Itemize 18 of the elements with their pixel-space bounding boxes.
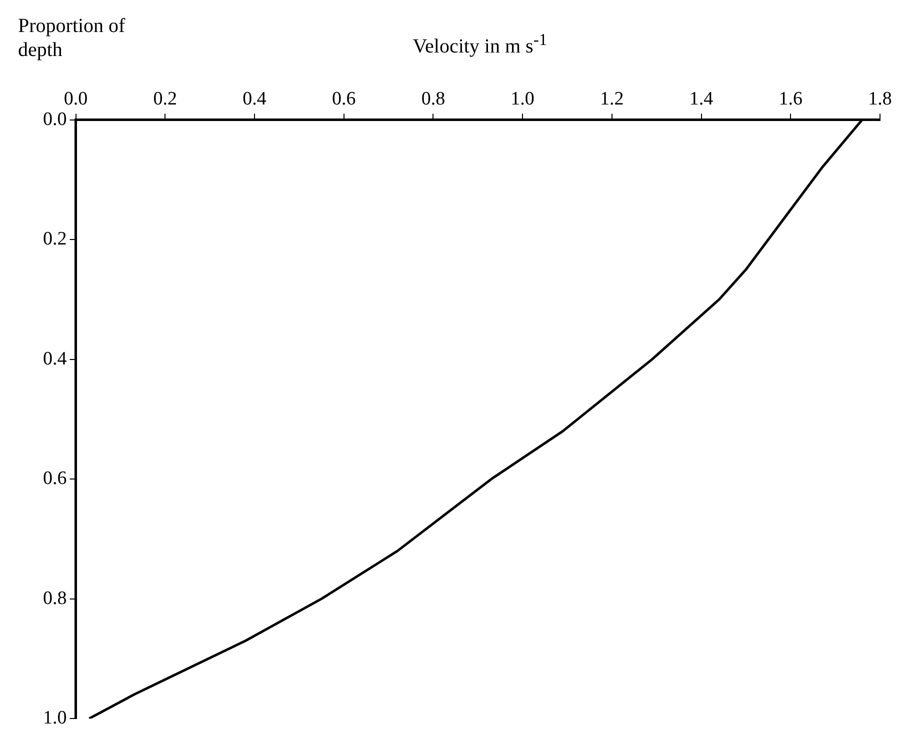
y-tick-label: 0.6 [43,468,67,490]
x-tick-label: 0.0 [64,88,88,110]
y-tick-label: 0.0 [43,108,67,130]
y-tick-label: 1.0 [43,708,67,729]
y-tick-label: 0.8 [43,588,67,609]
y-tick-label: 0.4 [43,348,68,370]
y-axis-title: Proportion of depth [18,14,126,62]
x-tick-label: 1.8 [868,88,892,110]
x-tick-label: 1.2 [600,88,624,110]
x-tick-label: 1.0 [510,88,534,110]
x-tick-label: 0.6 [332,88,356,110]
x-tick-label: 1.4 [689,88,714,110]
x-tick-label: 0.8 [421,88,446,110]
x-tick-label: 1.6 [778,88,803,110]
y-tick-label: 0.2 [43,228,67,250]
x-tick-label: 0.4 [242,88,267,110]
x-axis-title: Velocity in m s$^{-1}$ [412,30,548,58]
x-tick-label: 0.2 [153,88,177,110]
